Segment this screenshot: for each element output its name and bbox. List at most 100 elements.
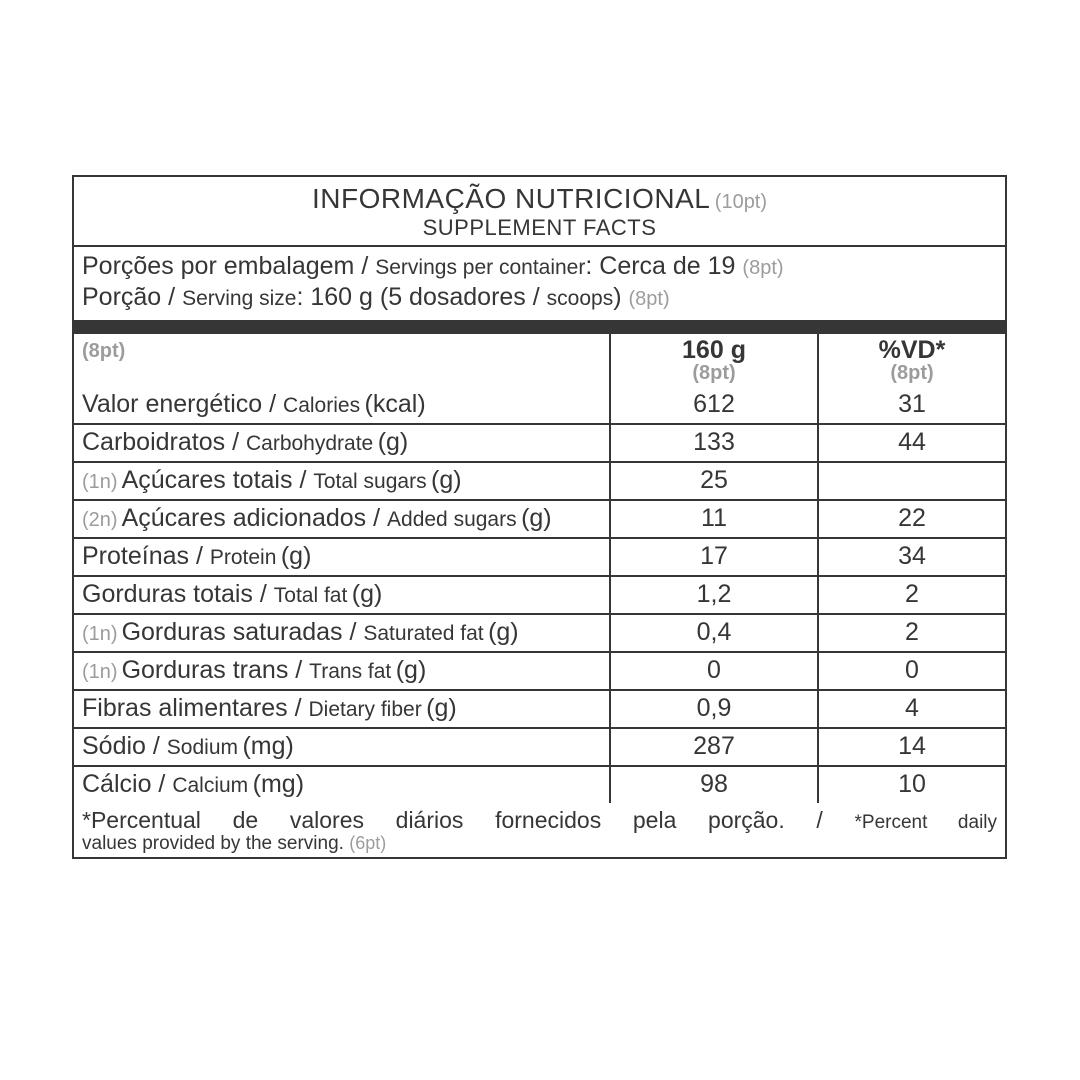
thick-rule xyxy=(74,320,1005,334)
dv-cell: 4 xyxy=(818,690,1005,728)
amount-cell: 11 xyxy=(610,500,818,538)
nutrient-en: Total fat xyxy=(274,584,348,607)
nutrient-pt: Gorduras trans xyxy=(122,656,289,684)
amount-cell: 17 xyxy=(610,538,818,576)
title-pt: INFORMAÇÃO NUTRICIONAL xyxy=(312,183,710,214)
title-line-1: INFORMAÇÃO NUTRICIONAL (10pt) xyxy=(74,183,1005,215)
spc-en: Servings per container xyxy=(375,256,585,279)
title-size-note: (10pt) xyxy=(715,191,767,213)
nutrient-unit: (g) xyxy=(521,504,552,532)
nutrient-unit: (mg) xyxy=(253,770,304,798)
nutrient-name-cell: (1n)Gorduras saturadas / Saturated fat (… xyxy=(74,614,610,652)
row-prefix: (1n) xyxy=(82,623,118,645)
servings-per-container: Porções por embalagem / Servings per con… xyxy=(82,251,997,282)
nutrient-unit: (mg) xyxy=(242,732,293,760)
servings-block: Porções por embalagem / Servings per con… xyxy=(74,247,1005,320)
size-en: Serving size xyxy=(182,287,296,310)
table-row: (1n)Gorduras saturadas / Saturated fat (… xyxy=(74,614,1005,652)
nutrient-name-cell: (1n)Gorduras trans / Trans fat (g) xyxy=(74,652,610,690)
nutrient-pt: Valor energético xyxy=(82,390,262,418)
row-prefix: (1n) xyxy=(82,661,118,683)
nutrient-pt: Açúcares totais xyxy=(122,466,293,494)
nutrient-en: Added sugars xyxy=(387,508,517,531)
amount-cell: 0 xyxy=(610,652,818,690)
nutrient-unit: (g) xyxy=(378,428,409,456)
nutrient-name-cell: (1n)Açúcares totais / Total sugars (g) xyxy=(74,462,610,500)
table-row: Proteínas / Protein (g)1734 xyxy=(74,538,1005,576)
size-value-pt: 160 g (5 dosadores xyxy=(310,283,525,311)
nutrient-name-cell: Valor energético / Calories (kcal) xyxy=(74,387,610,424)
nutrient-name-cell: Carboidratos / Carbohydrate (g) xyxy=(74,424,610,462)
dv-cell: 34 xyxy=(818,538,1005,576)
table-row: (2n)Açúcares adicionados / Added sugars … xyxy=(74,500,1005,538)
amount-cell: 1,2 xyxy=(610,576,818,614)
table-row: Cálcio / Calcium (mg)9810 xyxy=(74,766,1005,803)
amount-label: 160 g xyxy=(682,336,746,364)
nutrient-unit: (g) xyxy=(396,656,427,684)
nutrient-en: Total sugars xyxy=(313,470,426,493)
amount-cell: 98 xyxy=(610,766,818,803)
serving-size: Porção / Serving size: 160 g (5 dosadore… xyxy=(82,282,997,313)
footnote-pt: *Percentual de valores diários fornecido… xyxy=(82,807,823,833)
spc-value: Cerca de 19 xyxy=(599,252,735,280)
footnote-en-lead: *Percent daily xyxy=(855,812,998,833)
nutrient-name-cell: Fibras alimentares / Dietary fiber (g) xyxy=(74,690,610,728)
nutrient-pt: Cálcio xyxy=(82,770,151,798)
table-row: (1n)Açúcares totais / Total sugars (g)25 xyxy=(74,462,1005,500)
nutrient-name-cell: Proteínas / Protein (g) xyxy=(74,538,610,576)
dv-label: %VD* xyxy=(879,336,946,364)
col-header-amount: 160 g (8pt) xyxy=(610,334,818,387)
nutrient-unit: (g) xyxy=(426,694,457,722)
spc-note: (8pt) xyxy=(742,257,783,279)
table-row: Valor energético / Calories (kcal)61231 xyxy=(74,387,1005,424)
nutrient-unit: (g) xyxy=(431,466,462,494)
footnote-en-rest: values provided by the serving. xyxy=(82,833,344,854)
nutrient-en: Calories xyxy=(283,394,360,417)
nutrient-name-cell: Gorduras totais / Total fat (g) xyxy=(74,576,610,614)
footnote-cell: *Percentual de valores diários fornecido… xyxy=(74,803,1005,858)
nutrient-unit: (g) xyxy=(488,618,519,646)
nutrient-unit: (g) xyxy=(281,542,312,570)
dv-cell: 0 xyxy=(818,652,1005,690)
nutrient-unit: (kcal) xyxy=(365,390,426,418)
nutrient-name-cell: Sódio / Sodium (mg) xyxy=(74,728,610,766)
dv-cell: 31 xyxy=(818,387,1005,424)
amount-cell: 25 xyxy=(610,462,818,500)
size-value-en: scoops xyxy=(547,287,614,310)
dv-cell: 10 xyxy=(818,766,1005,803)
nutrient-en: Saturated fat xyxy=(363,622,483,645)
nutrient-pt: Carboidratos xyxy=(82,428,225,456)
nutrient-en: Protein xyxy=(210,546,277,569)
footnote-row: *Percentual de valores diários fornecido… xyxy=(74,803,1005,858)
amount-cell: 133 xyxy=(610,424,818,462)
nutrient-en: Trans fat xyxy=(309,660,391,683)
nutrient-en: Carbohydrate xyxy=(246,432,373,455)
nutrient-pt: Proteínas xyxy=(82,542,189,570)
nutrient-pt: Açúcares adicionados xyxy=(122,504,367,532)
nutrient-pt: Fibras alimentares xyxy=(82,694,288,722)
size-value-close: ) xyxy=(613,283,621,311)
amount-cell: 0,4 xyxy=(610,614,818,652)
nutrient-name-cell: Cálcio / Calcium (mg) xyxy=(74,766,610,803)
col-header-dv: %VD* (8pt) xyxy=(818,334,1005,387)
amount-cell: 612 xyxy=(610,387,818,424)
table-row: Fibras alimentares / Dietary fiber (g)0,… xyxy=(74,690,1005,728)
amount-note: (8pt) xyxy=(619,363,809,383)
amount-cell: 287 xyxy=(610,728,818,766)
table-row: Gorduras totais / Total fat (g)1,22 xyxy=(74,576,1005,614)
dv-cell: 22 xyxy=(818,500,1005,538)
col-header-name: (8pt) xyxy=(74,334,610,387)
table-row: (1n)Gorduras trans / Trans fat (g)00 xyxy=(74,652,1005,690)
nutrition-facts-panel: INFORMAÇÃO NUTRICIONAL (10pt) SUPPLEMENT… xyxy=(72,175,1007,859)
amount-cell: 0,9 xyxy=(610,690,818,728)
spc-pt: Porções por embalagem xyxy=(82,252,354,280)
nutrient-pt: Gorduras saturadas xyxy=(122,618,343,646)
title-block: INFORMAÇÃO NUTRICIONAL (10pt) SUPPLEMENT… xyxy=(74,177,1005,247)
nutrient-en: Calcium xyxy=(172,774,248,797)
nutrient-unit: (g) xyxy=(352,580,383,608)
table-row: Carboidratos / Carbohydrate (g)13344 xyxy=(74,424,1005,462)
nutrient-en: Dietary fiber xyxy=(308,698,421,721)
table-header-row: (8pt) 160 g (8pt) %VD* (8pt) xyxy=(74,334,1005,387)
dv-cell xyxy=(818,462,1005,500)
nutrient-en: Sodium xyxy=(167,736,238,759)
